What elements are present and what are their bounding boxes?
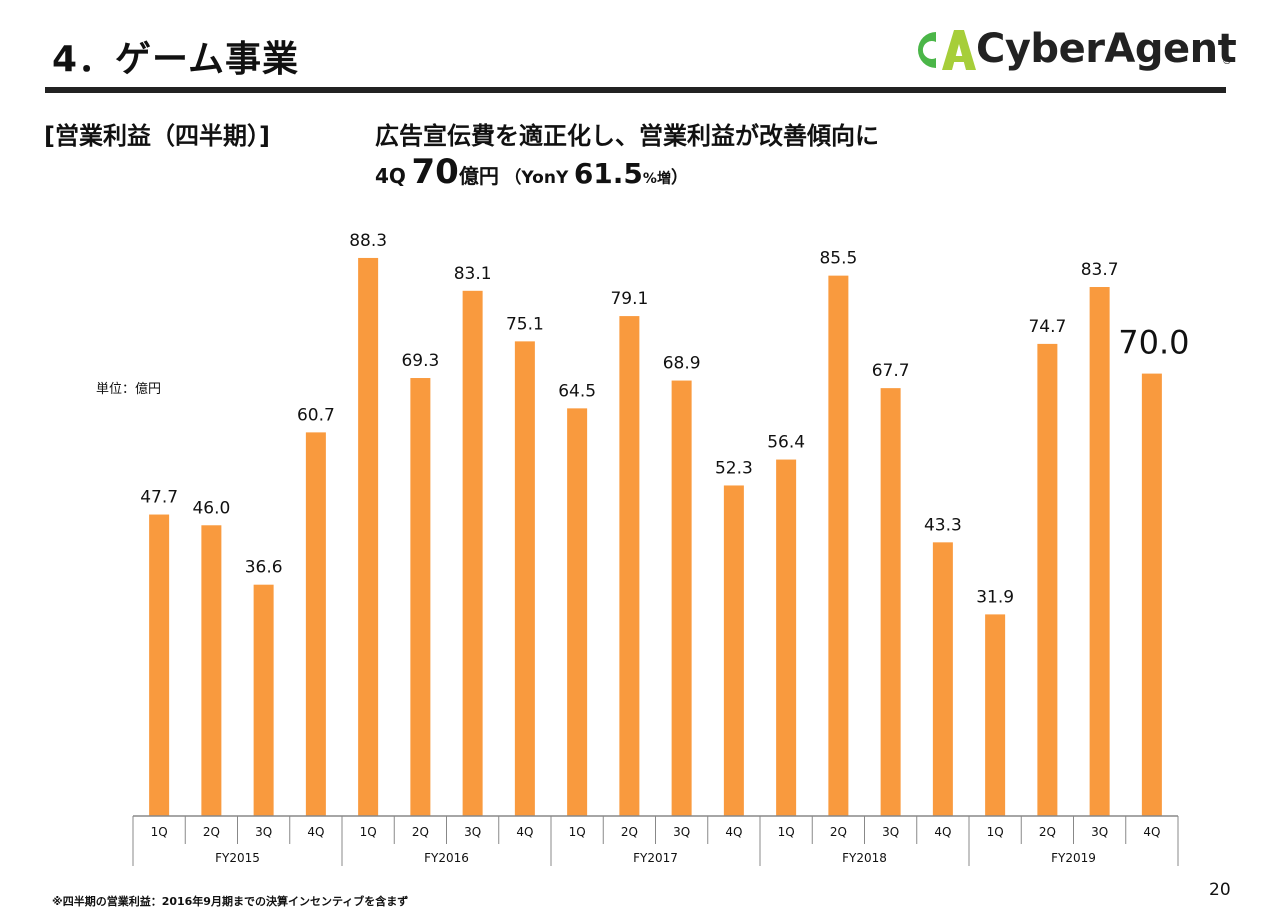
category-tick-label: 3Q (882, 825, 899, 839)
category-axis: 1Q 2Q 3Q 4Q 1Q 2Q 3Q 4Q 1Q 2Q 3Q 4Q 1Q 2Q 3Q 4Q 1Q 2Q 3Q 4Q… (132, 815, 1179, 866)
bar-13 (776, 459, 797, 816)
bar-17 (985, 614, 1006, 816)
bar-15 (880, 388, 901, 816)
unit-label: 単位：億円 (96, 382, 162, 397)
bar-value-label-1: 47.7 (140, 488, 178, 508)
bar-19 (1089, 287, 1110, 816)
bar-value-label-14: 85.5 (819, 249, 857, 269)
category-tick-label: 1Q (151, 825, 168, 839)
fiscal-year-label: FY2018 (842, 851, 887, 865)
bar-value-label-12: 52.3 (715, 458, 753, 478)
category-tick-label: 2Q (621, 825, 638, 839)
summary-line: 4Q 70億円 （YonY 61.5%増） (375, 152, 688, 192)
category-tick-label: 3Q (255, 825, 272, 839)
summary-unit: 億円 (458, 164, 499, 188)
bar-12 (723, 485, 744, 816)
fiscal-year-label: FY2016 (424, 851, 469, 865)
bar-value-label-10: 79.1 (610, 289, 648, 309)
fiscal-year-label: FY2019 (1051, 851, 1096, 865)
bar-value-label-2: 46.0 (192, 498, 230, 518)
bar-value-label-3: 36.6 (245, 558, 283, 578)
bar-value-label-9: 64.5 (558, 381, 596, 401)
bar-value-label-18: 74.7 (1028, 317, 1066, 337)
header-rule (45, 87, 1226, 93)
logo-text: CyberAgent (976, 26, 1237, 72)
summary-value: 70 (411, 152, 459, 192)
page-number: 20 (1209, 880, 1231, 900)
fiscal-year-label: FY2017 (633, 851, 678, 865)
bar-value-label-15: 67.7 (872, 361, 910, 381)
bar-14 (828, 275, 849, 816)
value-labels-layer: 47.7 46.0 36.6 60.7 88.3 69.3 83.1 75.1 64.5 79.1… (140, 231, 1189, 607)
headline: 広告宣伝費を適正化し、営業利益が改善傾向に (375, 122, 879, 150)
bar-3 (253, 584, 274, 816)
category-tick-label: 1Q (569, 825, 586, 839)
bar-9 (567, 408, 588, 816)
summary-open-paren: （ (504, 168, 522, 188)
category-tick-label: 4Q (725, 825, 742, 839)
category-tick-label: 1Q (360, 825, 377, 839)
bar-value-label-8: 75.1 (506, 314, 544, 334)
category-tick-label: 4Q (934, 825, 951, 839)
category-tick-label: 2Q (1039, 825, 1056, 839)
category-tick-label: 2Q (830, 825, 847, 839)
summary-yoy-label: YonY (521, 168, 569, 188)
category-tick-label: 4Q (1143, 825, 1160, 839)
footnote: ※四半期の営業利益：2016年9月期までの決算インセンティブを含まず (52, 895, 409, 908)
bar-value-label-19: 83.7 (1081, 260, 1119, 280)
cyberagent-logo: CyberAgent ® (906, 22, 1237, 78)
category-tick-label: 2Q (203, 825, 220, 839)
summary-quarter: 4Q (375, 164, 406, 188)
bar-value-label-4: 60.7 (297, 405, 335, 425)
registered-mark: ® (1222, 56, 1232, 67)
ca-logo-mark-icon (918, 30, 976, 70)
bar-7 (462, 290, 483, 817)
category-tick-label: 3Q (673, 825, 690, 839)
bar-20 (1141, 373, 1162, 816)
category-tick-label: 1Q (778, 825, 795, 839)
section-subtitle: [営業利益（四半期）] (44, 122, 270, 150)
bars-layer (149, 257, 1162, 817)
bar-8 (514, 341, 535, 816)
summary-close-paren: ） (670, 168, 688, 188)
category-tick-label: 1Q (987, 825, 1004, 839)
category-tick-label: 3Q (464, 825, 481, 839)
category-tick-label: 3Q (1091, 825, 1108, 839)
bar-value-label-11: 68.9 (663, 354, 701, 374)
bar-value-label-20: 70.0 (1118, 324, 1189, 362)
bar-18 (1037, 343, 1058, 816)
bar-1 (149, 514, 170, 816)
bar-value-label-17: 31.9 (976, 587, 1014, 607)
category-tick-label: 4Q (307, 825, 324, 839)
bar-value-label-6: 69.3 (401, 351, 439, 371)
summary-yoy-value: 61.5 (573, 157, 643, 190)
bar-10 (619, 316, 640, 816)
bar-11 (671, 380, 692, 816)
bar-16 (932, 542, 953, 816)
summary-yoy-unit: %増 (642, 171, 671, 187)
category-tick-label: 2Q (412, 825, 429, 839)
bar-4 (305, 432, 326, 816)
category-tick-label: 4Q (516, 825, 533, 839)
bar-5 (358, 257, 379, 817)
bar-6 (410, 378, 431, 816)
bar-value-label-7: 83.1 (454, 264, 492, 284)
page-title: 4．ゲーム事業 (52, 39, 299, 80)
fiscal-year-label: FY2015 (215, 851, 260, 865)
bar-2 (201, 525, 222, 816)
bar-value-label-13: 56.4 (767, 433, 805, 453)
bar-value-label-5: 88.3 (349, 231, 387, 251)
bar-value-label-16: 43.3 (924, 515, 962, 535)
